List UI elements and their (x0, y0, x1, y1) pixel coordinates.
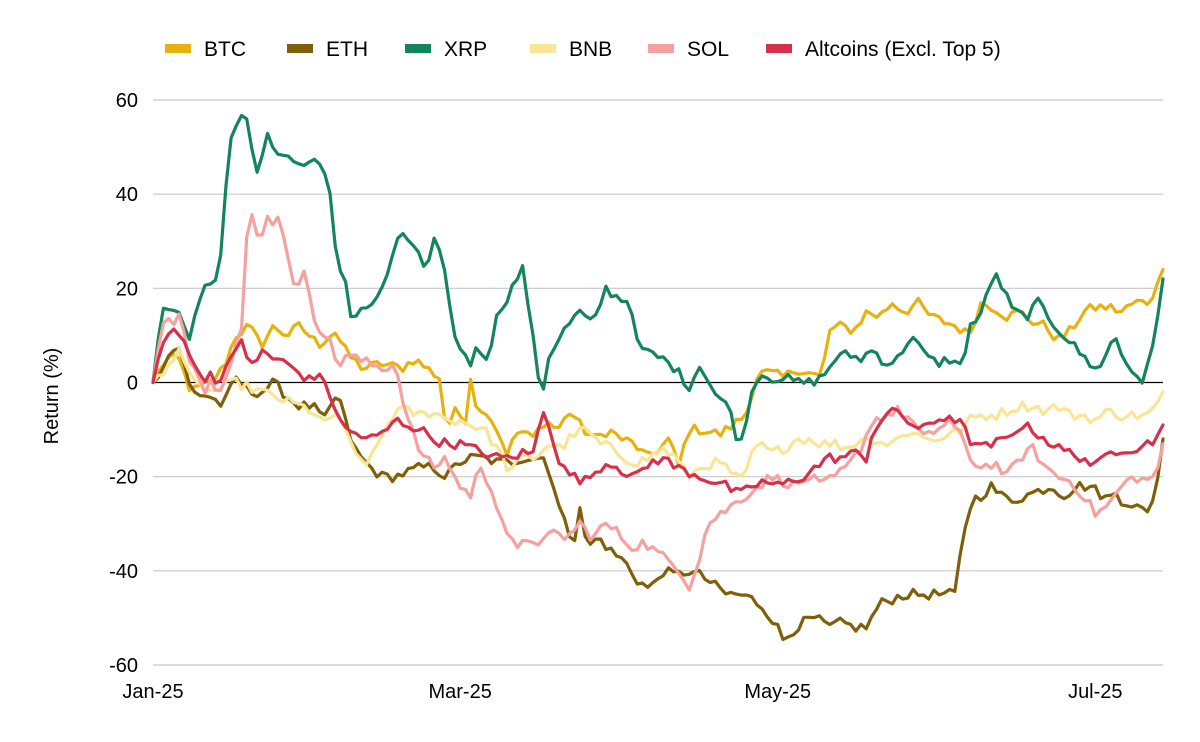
grid-lines (153, 99, 1163, 666)
series-line-sol (151, 213, 1165, 592)
legend: BTC ETH XRP BNB SOL Altcoins (Excl. Top 5) (165, 38, 1001, 61)
x-tick-label: May-25 (744, 681, 811, 703)
legend-label-bnb: BNB (569, 38, 612, 61)
y-tick-label: 60 (116, 90, 138, 112)
series-line-eth (151, 346, 1165, 642)
legend-label-eth: ETH (326, 38, 368, 61)
legend-swatch-bnb (530, 44, 556, 53)
series-lines (151, 113, 1165, 642)
legend-label-sol: SOL (687, 38, 729, 61)
y-axis-title: Return (%) (41, 348, 63, 445)
legend-swatch-xrp (405, 44, 431, 53)
y-tick-label: 20 (116, 278, 138, 300)
legend-label-altcoins-excl-top-5: Altcoins (Excl. Top 5) (805, 38, 1001, 61)
series-line-altcoins-excl-top-5 (151, 327, 1165, 494)
series-line-xrp (151, 113, 1165, 442)
legend-label-btc: BTC (204, 38, 246, 61)
x-tick-label: Jul-25 (1068, 681, 1122, 703)
legend-swatch-altcoins-excl-top-5 (766, 44, 792, 53)
y-tick-label: -20 (109, 467, 138, 489)
x-axis-ticks: Jan-25 Mar-25 May-25 Jul-25 (122, 681, 1122, 703)
y-tick-label: -60 (109, 655, 138, 677)
y-axis-ticks: 60 40 20 0 -20 -40 -60 (109, 90, 138, 677)
legend-swatch-eth (287, 44, 313, 53)
legend-label-xrp: XRP (444, 38, 487, 61)
y-tick-label: 0 (127, 373, 138, 395)
legend-swatch-sol (648, 44, 674, 53)
x-tick-label: Mar-25 (428, 681, 491, 703)
series-line-bnb (151, 346, 1165, 481)
legend-swatch-btc (165, 44, 191, 53)
y-tick-label: -40 (109, 561, 138, 583)
y-tick-label: 40 (116, 184, 138, 206)
x-tick-label: Jan-25 (122, 681, 183, 703)
